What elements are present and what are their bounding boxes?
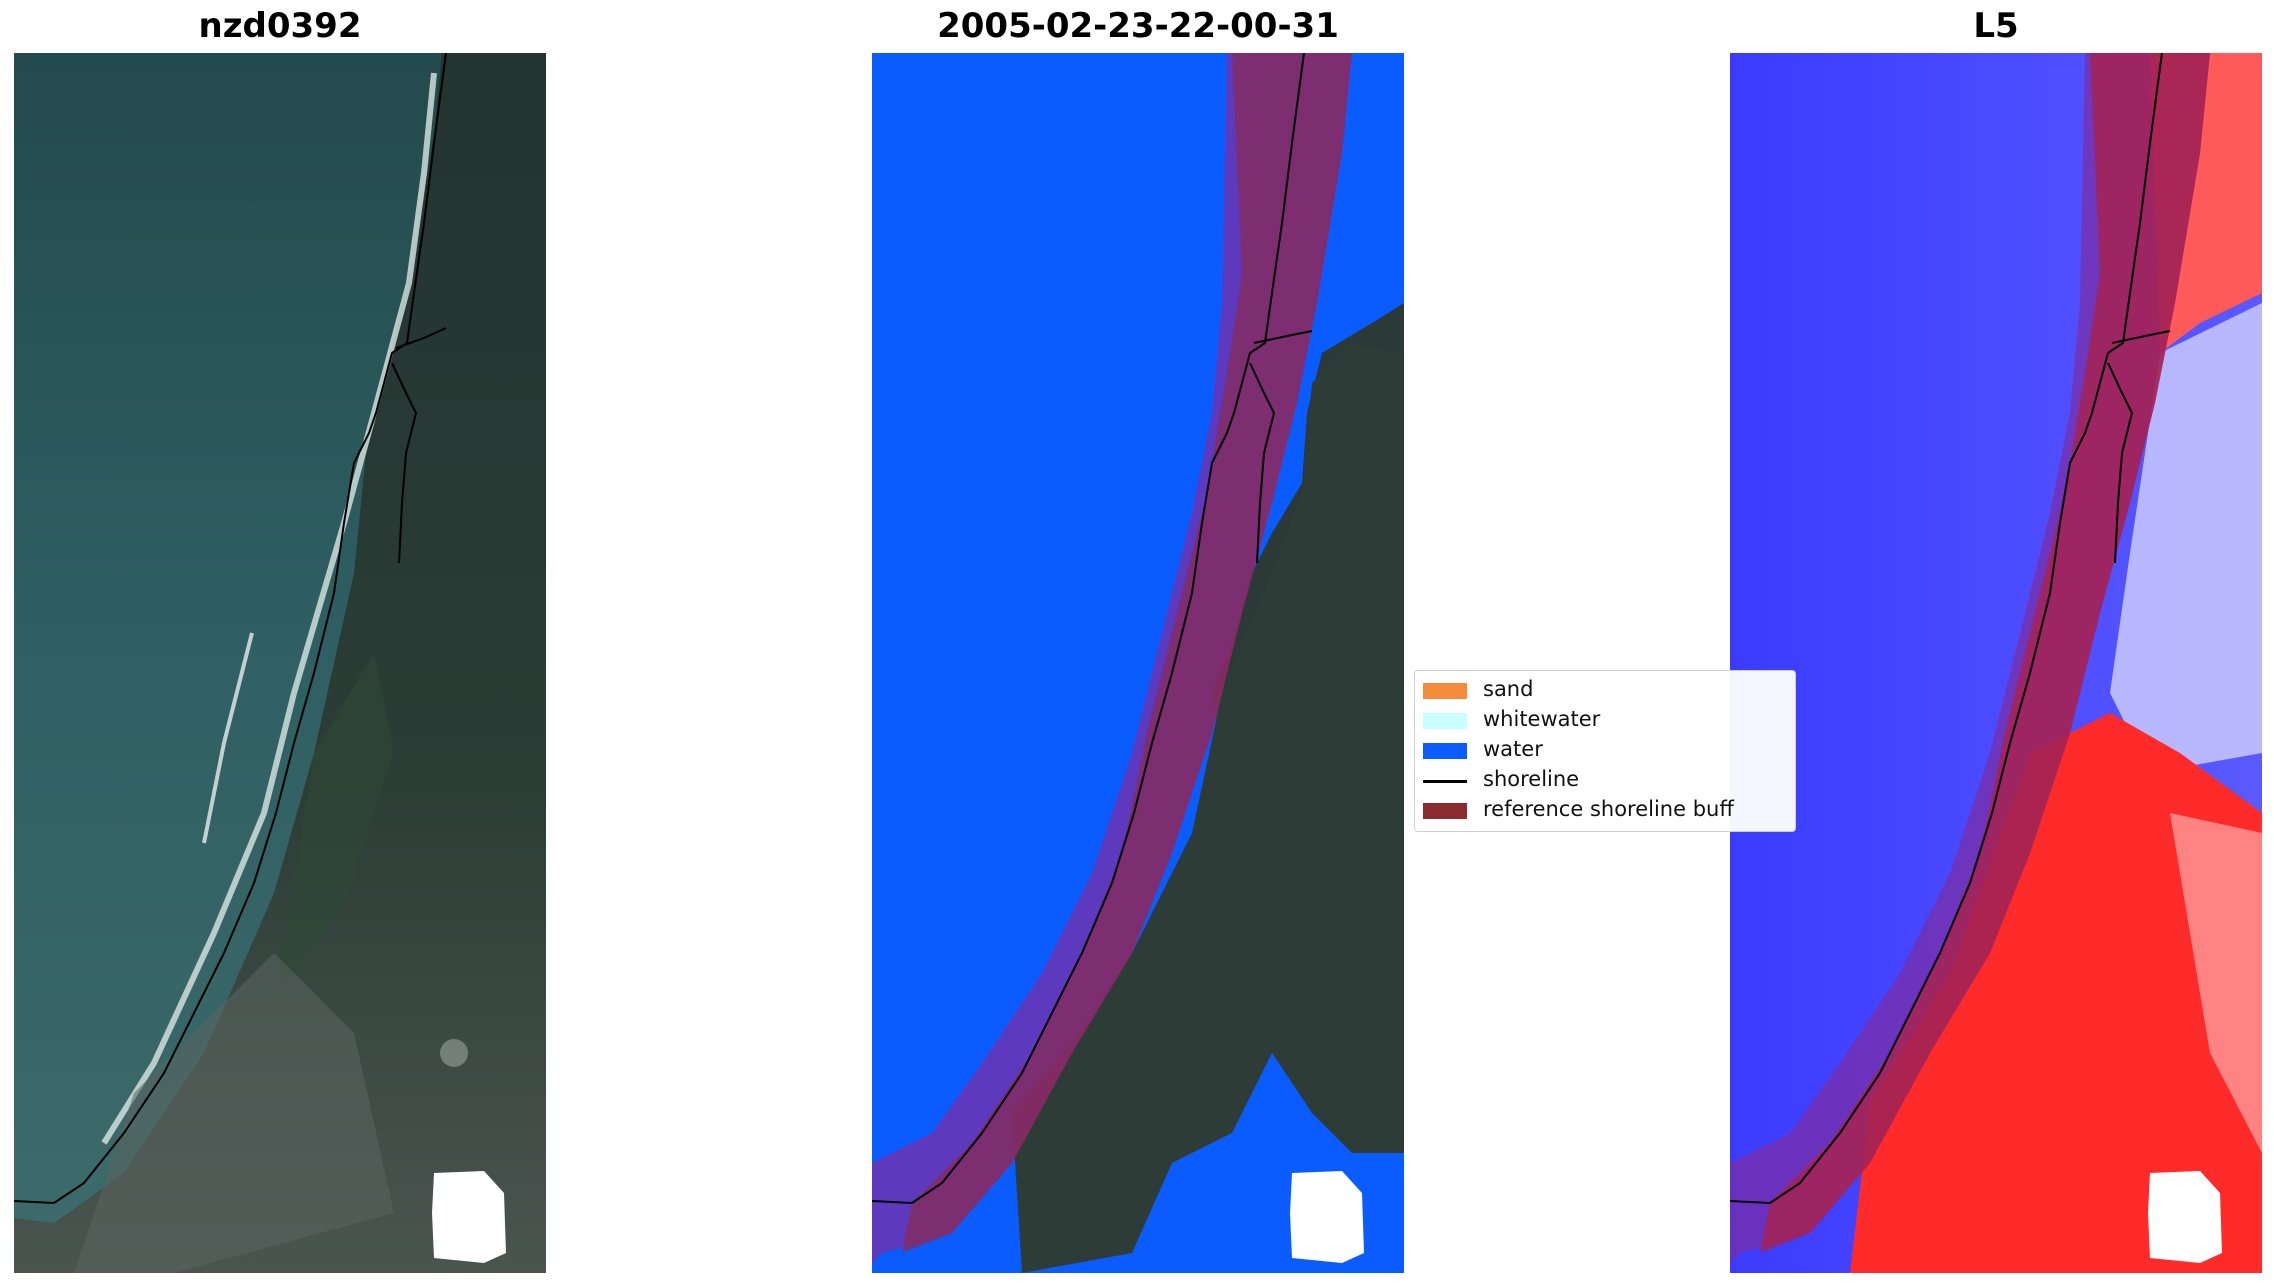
buffer-swatch [1423,803,1467,819]
legend-label-whitewater: whitewater [1483,707,1601,731]
shoreline-line-swatch [1423,780,1467,783]
sand-swatch [1423,683,1467,699]
legend: sand whitewater water shoreline referenc… [1414,670,1796,832]
classified-image-panel [872,53,1404,1273]
legend-label-reference-buffer: reference shoreline buff [1483,797,1734,821]
rgb-image-panel [14,53,546,1273]
probability-map [1730,53,2262,1273]
panel-title-3: L5 [1973,6,2019,46]
legend-item-sand: sand [1415,675,1795,705]
legend-label-sand: sand [1483,677,1534,701]
legend-item-reference-buffer: reference shoreline buff [1415,795,1795,825]
legend-label-water: water [1483,737,1543,761]
water-swatch [1423,743,1467,759]
classified-image [872,53,1404,1273]
panel-title-1: nzd0392 [198,6,362,46]
legend-item-shoreline: shoreline [1415,765,1795,795]
legend-label-shoreline: shoreline [1483,767,1580,791]
probability-map-panel [1730,53,2262,1273]
legend-item-water: water [1415,735,1795,765]
whitewater-swatch [1423,713,1467,729]
rgb-image [14,53,546,1273]
legend-item-whitewater: whitewater [1415,705,1795,735]
panel-title-2: 2005-02-23-22-00-31 [937,6,1339,46]
